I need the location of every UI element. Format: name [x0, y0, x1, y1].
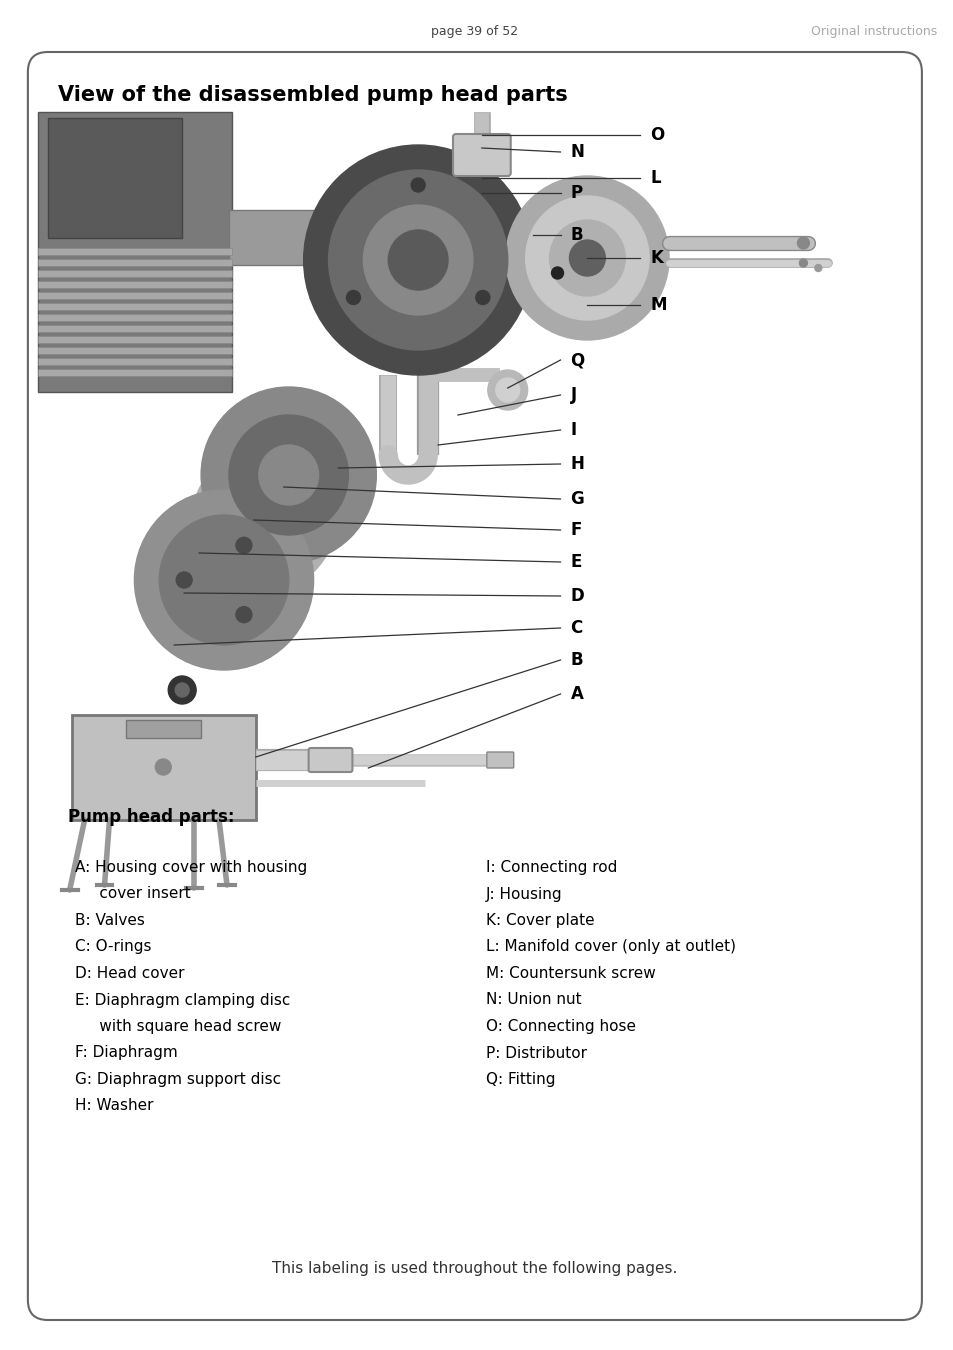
Text: H: Washer: H: Washer [74, 1099, 153, 1114]
Text: J: Housing: J: Housing [485, 887, 562, 902]
Text: E: Diaphragm clamping disc: E: Diaphragm clamping disc [74, 992, 290, 1007]
Circle shape [551, 267, 563, 279]
Text: Q: Fitting: Q: Fitting [485, 1072, 555, 1087]
FancyBboxPatch shape [38, 270, 232, 277]
Circle shape [346, 290, 360, 305]
Circle shape [328, 170, 507, 350]
Circle shape [496, 378, 519, 402]
Circle shape [175, 683, 189, 697]
Text: C: C [570, 620, 582, 637]
Text: A: Housing cover with housing: A: Housing cover with housing [74, 860, 307, 875]
FancyBboxPatch shape [38, 112, 232, 391]
FancyBboxPatch shape [38, 347, 232, 354]
Text: E: E [570, 554, 581, 571]
FancyBboxPatch shape [38, 302, 232, 311]
Circle shape [569, 240, 604, 275]
Circle shape [799, 259, 806, 267]
Text: page 39 of 52: page 39 of 52 [431, 26, 517, 39]
FancyBboxPatch shape [38, 292, 232, 298]
FancyBboxPatch shape [28, 53, 921, 1320]
Circle shape [525, 196, 648, 320]
Text: cover insert: cover insert [74, 887, 191, 902]
Text: D: D [570, 587, 583, 605]
Text: Q: Q [570, 351, 584, 369]
FancyBboxPatch shape [38, 248, 232, 255]
FancyBboxPatch shape [38, 369, 232, 377]
FancyBboxPatch shape [48, 117, 182, 238]
Text: J: J [570, 386, 576, 404]
FancyBboxPatch shape [38, 325, 232, 332]
Text: K: Cover plate: K: Cover plate [485, 913, 594, 927]
FancyBboxPatch shape [309, 748, 352, 772]
Circle shape [192, 448, 335, 593]
Text: L: Manifold cover (only at outlet): L: Manifold cover (only at outlet) [485, 940, 735, 954]
FancyBboxPatch shape [486, 752, 513, 768]
Circle shape [303, 144, 532, 375]
Circle shape [388, 230, 448, 290]
Text: L: L [649, 169, 660, 188]
Circle shape [487, 370, 527, 410]
FancyBboxPatch shape [38, 259, 232, 266]
Text: O: O [649, 126, 663, 144]
Text: G: G [570, 490, 583, 508]
Text: B: B [570, 651, 582, 670]
Text: View of the disassembled pump head parts: View of the disassembled pump head parts [58, 85, 567, 105]
Circle shape [159, 514, 289, 645]
Text: F: Diaphragm: F: Diaphragm [74, 1045, 177, 1061]
Text: with square head screw: with square head screw [74, 1019, 281, 1034]
Circle shape [363, 205, 473, 315]
FancyBboxPatch shape [453, 134, 510, 176]
Text: N: Union nut: N: Union nut [485, 992, 581, 1007]
Text: This labeling is used throughout the following pages.: This labeling is used throughout the fol… [272, 1261, 677, 1276]
Circle shape [235, 537, 252, 554]
Text: M: Countersunk screw: M: Countersunk screw [485, 967, 655, 981]
Text: Original instructions: Original instructions [810, 26, 936, 39]
Text: K: K [649, 248, 662, 267]
FancyBboxPatch shape [38, 281, 232, 288]
Text: M: M [649, 296, 666, 315]
Circle shape [476, 290, 489, 305]
Text: A: A [570, 684, 582, 703]
FancyBboxPatch shape [71, 716, 255, 819]
Text: I: Connecting rod: I: Connecting rod [485, 860, 617, 875]
Circle shape [134, 490, 314, 670]
FancyBboxPatch shape [229, 211, 388, 265]
Text: I: I [570, 421, 576, 439]
FancyBboxPatch shape [38, 358, 232, 364]
Text: G: Diaphragm support disc: G: Diaphragm support disc [74, 1072, 280, 1087]
Circle shape [505, 176, 668, 340]
Text: F: F [570, 521, 581, 539]
Circle shape [258, 446, 318, 505]
Text: P: P [570, 184, 582, 202]
Circle shape [797, 238, 808, 248]
FancyBboxPatch shape [38, 336, 232, 343]
Text: D: Head cover: D: Head cover [74, 967, 184, 981]
Circle shape [201, 387, 375, 563]
Text: B: Valves: B: Valves [74, 913, 145, 927]
Circle shape [229, 414, 348, 535]
Circle shape [168, 676, 196, 703]
Text: N: N [570, 143, 584, 161]
Circle shape [411, 178, 425, 192]
Circle shape [155, 759, 171, 775]
FancyBboxPatch shape [127, 720, 201, 738]
Text: Pump head parts:: Pump head parts: [68, 809, 233, 826]
Circle shape [549, 220, 624, 296]
FancyBboxPatch shape [38, 315, 232, 321]
Text: H: H [570, 455, 584, 472]
Circle shape [176, 572, 192, 589]
Circle shape [814, 265, 821, 271]
Text: O: Connecting hose: O: Connecting hose [485, 1019, 635, 1034]
Circle shape [235, 606, 252, 622]
Text: P: Distributor: P: Distributor [485, 1045, 586, 1061]
Text: C: O-rings: C: O-rings [74, 940, 151, 954]
Text: B: B [570, 225, 582, 244]
